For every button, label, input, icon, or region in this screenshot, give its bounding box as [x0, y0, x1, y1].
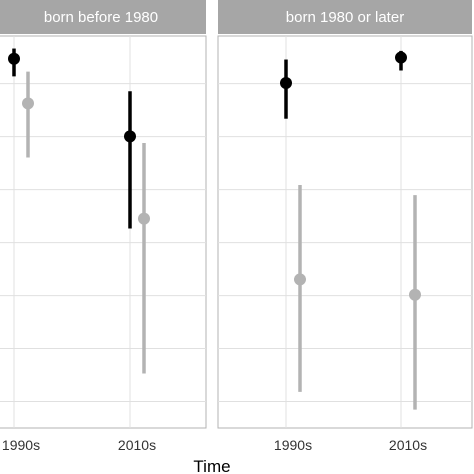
panel-1: born before 1980 1990s 2010s	[0, 0, 207, 453]
panel-strip	[0, 0, 206, 34]
panel-strip	[218, 0, 472, 34]
data-point	[8, 52, 20, 65]
x-tick-label: 2010s	[389, 437, 427, 453]
data-point	[395, 51, 407, 64]
data-point	[124, 130, 136, 143]
x-tick-label: 1990s	[274, 437, 312, 453]
panel-2: born 1980 or later 1990s 2010s	[217, 0, 473, 453]
x-tick-label: 2010s	[118, 437, 156, 453]
data-point	[280, 77, 292, 90]
x-tick-label: 1990s	[2, 437, 40, 453]
panel-border	[217, 35, 473, 429]
x-axis-title: Time	[193, 457, 230, 474]
panel-border	[0, 35, 207, 429]
data-point	[22, 97, 34, 110]
panel-title: born 1980 or later	[286, 9, 404, 26]
data-point	[138, 212, 150, 225]
panel-title: born before 1980	[44, 9, 158, 26]
data-point	[409, 288, 421, 301]
data-point	[294, 273, 306, 286]
